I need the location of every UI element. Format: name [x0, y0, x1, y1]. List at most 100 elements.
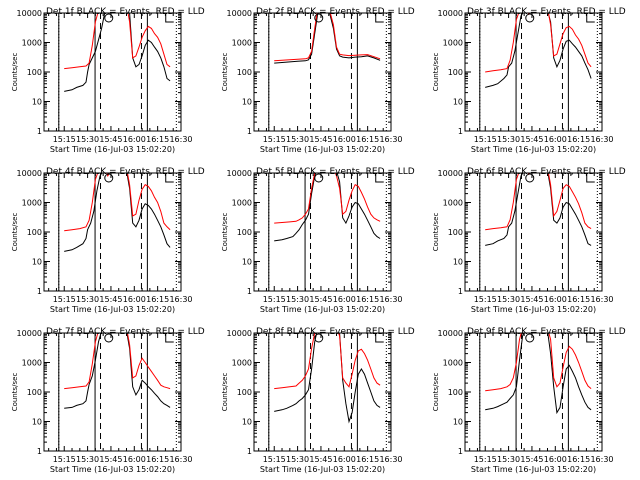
x-tick-label: 16:00: [333, 295, 356, 304]
x-tick-label: 16:15: [567, 135, 590, 144]
x-tick-label: 16:15: [356, 135, 379, 144]
y-tick-label: 1: [247, 127, 252, 136]
y-tick-label: 10: [453, 258, 463, 267]
x-axis-label: Start Time (16-Jul-03 15:02:20): [471, 145, 596, 154]
x-tick-label: 16:00: [544, 455, 567, 464]
series-line-lld: [64, 333, 171, 390]
series-line-lld: [274, 173, 381, 224]
y-tick-label: 1000: [22, 199, 42, 208]
x-tick-label: 15:45: [520, 295, 543, 304]
x-tick-label: 15:45: [309, 295, 332, 304]
series-line-events: [274, 13, 381, 64]
x-tick-label: 15:30: [76, 455, 99, 464]
x-tick-label: 15:15: [263, 135, 286, 144]
y-tick-label: 10000: [227, 169, 252, 178]
y-tick-label: 1000: [22, 39, 42, 48]
x-tick-label: 15:15: [474, 135, 497, 144]
x-tick-label: 15:15: [53, 295, 76, 304]
y-tick-label: 100: [448, 388, 463, 397]
x-axis-label: Start Time (16-Jul-03 15:02:20): [471, 305, 596, 314]
y-tick-label: 10: [242, 98, 252, 107]
corner-marker: [586, 334, 595, 343]
circle-marker: [104, 333, 114, 343]
series-line-lld: [485, 13, 592, 73]
plot-frame: [253, 172, 392, 292]
x-tick-label: 15:30: [286, 455, 309, 464]
x-tick-label: 16:15: [146, 295, 169, 304]
x-tick-label: 16:00: [544, 295, 567, 304]
plot-area: [268, 13, 387, 131]
x-tick-label: 16:30: [379, 455, 402, 464]
y-axis-label: Counts/sec: [432, 53, 440, 92]
corner-marker: [165, 14, 174, 23]
y-tick-label: 10: [242, 258, 252, 267]
y-tick-label: 10: [242, 418, 252, 427]
x-tick-label: 15:45: [520, 135, 543, 144]
series-line-events: [64, 13, 171, 92]
y-tick-label: 1: [458, 287, 463, 296]
x-axis-label: Start Time (16-Jul-03 15:02:20): [260, 305, 385, 314]
panel-title: Det 3f BLACK = Events, RED = LLD: [467, 7, 626, 17]
panel-title: Det 9f BLACK = Events, RED = LLD: [467, 327, 626, 337]
y-tick-label: 100: [237, 388, 252, 397]
plot-area: [479, 13, 598, 131]
x-tick-label: 16:30: [169, 455, 192, 464]
y-tick-label: 1000: [232, 199, 252, 208]
panel-title: Det 7f BLACK = Events, RED = LLD: [46, 327, 205, 337]
y-axis-label: Counts/sec: [221, 213, 229, 252]
plot-frame: [43, 332, 182, 452]
x-tick-label: 16:15: [567, 295, 590, 304]
x-tick-label: 15:15: [263, 455, 286, 464]
plot-area: [58, 333, 177, 451]
y-tick-label: 10000: [227, 329, 252, 338]
corner-marker: [586, 174, 595, 183]
circle-marker: [314, 333, 324, 343]
x-tick-label: 15:45: [309, 455, 332, 464]
y-tick-label: 10: [453, 98, 463, 107]
chart-panel-6: 1 10 100 1000 10000 15:15 15:30 15:45 16:00 16:15…: [432, 167, 626, 314]
y-axis-label: Counts/sec: [432, 213, 440, 252]
x-tick-label: 15:30: [286, 295, 309, 304]
x-tick-label: 16:30: [169, 295, 192, 304]
panel-title: Det 4f BLACK = Events, RED = LLD: [46, 167, 205, 177]
plot-area: [479, 173, 598, 291]
chart-panel-9: 1 10 100 1000 10000 15:15 15:30 15:45 16:00 16:15…: [432, 327, 626, 474]
plot-area: [268, 333, 387, 451]
circle-marker: [314, 13, 324, 23]
x-tick-label: 15:30: [497, 455, 520, 464]
x-axis-label: Start Time (16-Jul-03 15:02:20): [50, 305, 175, 314]
x-tick-label: 16:00: [123, 455, 146, 464]
chart-panel-1: 1 10 100 1000 10000 15:15 15:30 15:45 16:00 16:15…: [11, 7, 205, 154]
x-tick-label: 15:45: [99, 295, 122, 304]
circle-marker: [104, 173, 114, 183]
x-tick-label: 15:15: [53, 135, 76, 144]
x-tick-label: 16:30: [379, 135, 402, 144]
corner-marker: [375, 334, 384, 343]
y-tick-label: 100: [27, 228, 42, 237]
x-tick-label: 15:15: [53, 455, 76, 464]
y-tick-label: 1: [247, 287, 252, 296]
y-tick-label: 1000: [443, 39, 463, 48]
y-axis-label: Counts/sec: [11, 373, 19, 412]
x-tick-label: 16:15: [356, 455, 379, 464]
y-tick-label: 100: [237, 68, 252, 77]
x-tick-label: 15:30: [76, 295, 99, 304]
chart-panel-7: 1 10 100 1000 10000 15:15 15:30 15:45 16:00 16:15…: [11, 327, 205, 474]
x-tick-label: 15:45: [99, 455, 122, 464]
x-tick-label: 15:30: [76, 135, 99, 144]
x-tick-label: 15:30: [286, 135, 309, 144]
y-tick-label: 10000: [17, 329, 42, 338]
chart-panel-3: 1 10 100 1000 10000 15:15 15:30 15:45 16:00 16:15…: [432, 7, 626, 154]
y-tick-label: 1: [37, 127, 42, 136]
plot-frame: [43, 12, 182, 132]
y-tick-label: 1000: [232, 39, 252, 48]
plot-area: [58, 173, 177, 291]
series-line-lld: [274, 333, 381, 390]
plot-frame: [43, 172, 182, 292]
x-axis-label: Start Time (16-Jul-03 15:02:20): [260, 145, 385, 154]
y-tick-label: 1000: [22, 359, 42, 368]
panel-title: Det 6f BLACK = Events, RED = LLD: [467, 167, 626, 177]
y-tick-label: 1: [37, 447, 42, 456]
x-tick-label: 16:15: [356, 295, 379, 304]
